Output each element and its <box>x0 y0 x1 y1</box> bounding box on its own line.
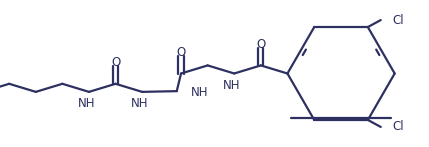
Text: NH: NH <box>224 79 241 92</box>
Text: NH: NH <box>78 97 96 110</box>
Text: O: O <box>256 38 266 51</box>
Text: Cl: Cl <box>393 14 405 27</box>
Text: NH: NH <box>190 86 208 99</box>
Text: Cl: Cl <box>393 120 405 133</box>
Text: O: O <box>111 56 120 69</box>
Text: NH: NH <box>131 97 149 110</box>
Text: O: O <box>176 46 186 59</box>
